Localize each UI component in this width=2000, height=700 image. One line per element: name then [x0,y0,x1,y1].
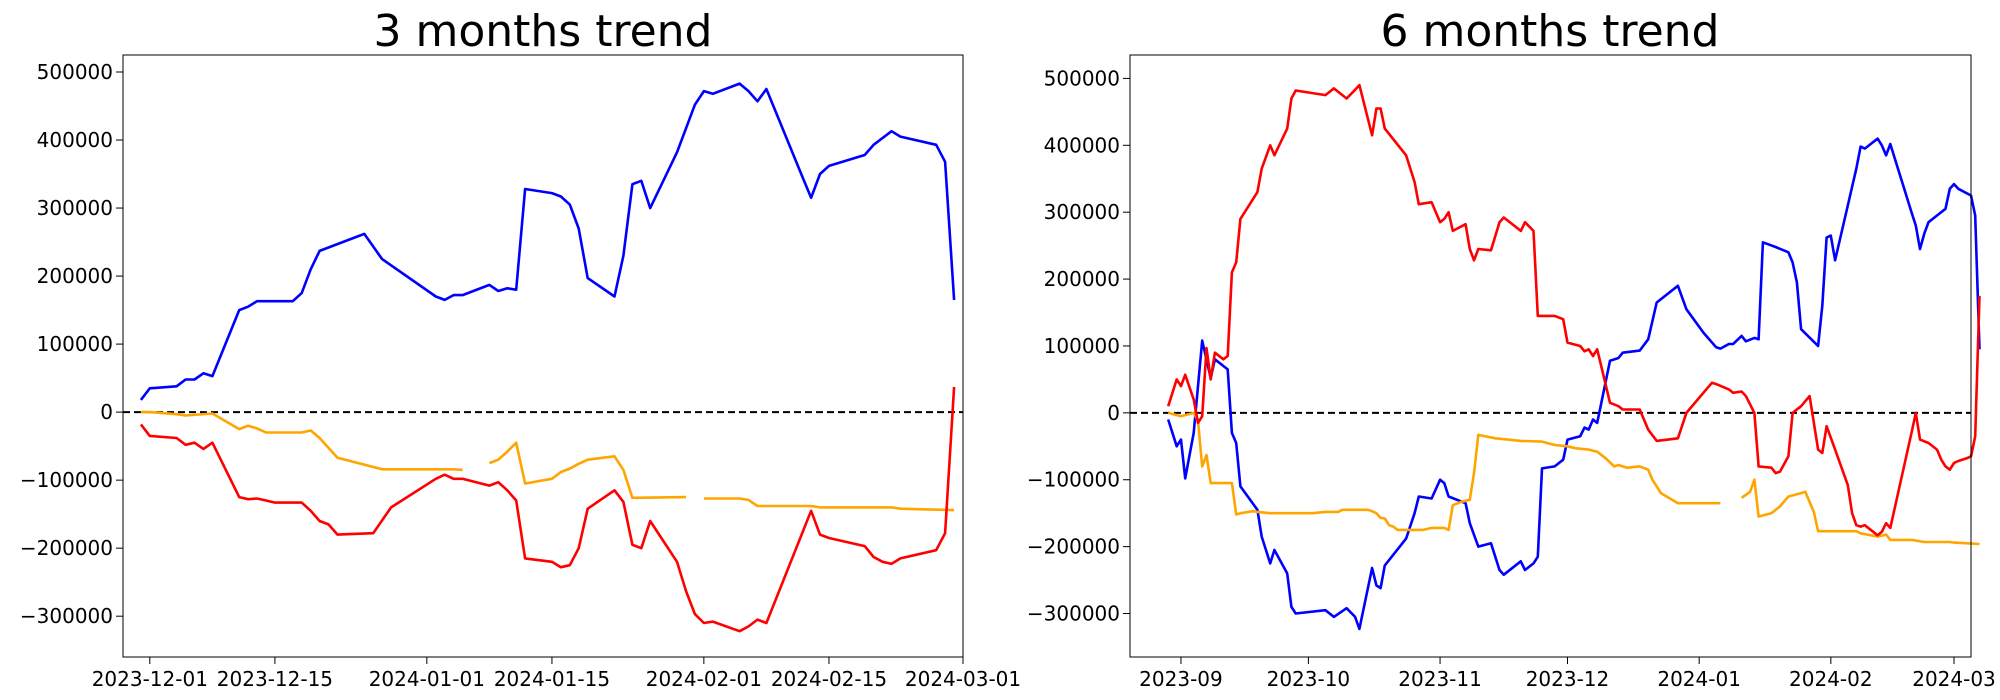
chart-title: 6 months trend [1381,6,1720,57]
x-tick-label: 2024-03 [1912,667,1996,691]
y-tick-label: −200000 [20,536,113,560]
plot-frame [1129,54,1972,658]
x-tick-label: 2023-12 [1526,667,1610,691]
x-tick-label: 2023-12-15 [217,667,333,691]
x-tick-label: 2024-02-01 [646,667,762,691]
x-tick-label: 2023-12-01 [92,667,208,691]
series-line-1-segment-0 [1167,411,1721,532]
y-tick-label: −300000 [1027,602,1120,626]
x-tick-label: 2024-01-01 [369,667,485,691]
y-tick-label: 0 [1107,401,1120,425]
x-tick-label: 2023-09 [1139,667,1223,691]
series-line-1-segment-2 [703,497,955,512]
chart-marks: −300000 −200000 −100000 0 100000 200000 300000… [20,60,1021,691]
x-tick-label: 2024-02-15 [771,667,887,691]
series-line-2-segment-0 [1166,83,1981,537]
y-tick-label: 100000 [37,332,113,356]
x-tick-label: 2024-01 [1657,667,1741,691]
y-tick-label: 500000 [37,60,113,84]
y-tick-label: −300000 [20,604,113,628]
series-line-2-segment-0 [139,386,956,633]
series-line-0-segment-0 [1166,137,1981,631]
y-tick-label: 200000 [37,264,113,288]
y-tick-label: 300000 [1044,200,1120,224]
x-tick-label: 2023-10 [1267,667,1351,691]
series-line-0-segment-0 [139,82,956,401]
y-tick-label: 400000 [1044,133,1120,157]
chart-3-months: 3 months trend −300000 −200000 −100000 0 100… [20,6,1021,691]
series-line-1-segment-0 [140,410,463,472]
series-line-1-segment-1 [1740,478,1980,546]
y-tick-label: −100000 [1027,468,1120,492]
x-tick-label: 2023-11 [1398,667,1482,691]
y-tick-label: 200000 [1044,267,1120,291]
plot-frame [122,54,964,658]
chart-marks: −300000 −200000 −100000 0 100000 200000 300000… [1027,66,1996,691]
x-tick-label: 2024-03-01 [905,667,1021,691]
y-tick-label: 500000 [1044,66,1120,90]
x-tick-label: 2024-01-15 [494,667,610,691]
chart-title: 3 months trend [374,6,713,57]
y-tick-label: −200000 [1027,535,1120,559]
x-tick-label: 2024-02 [1789,667,1873,691]
chart-6-months: 6 months trend −300000 −200000 −100000 0 100… [1027,6,1996,691]
y-tick-label: 0 [100,400,113,424]
series-line-1-segment-1 [488,441,687,500]
y-tick-label: 300000 [37,196,113,220]
y-tick-label: 400000 [37,128,113,152]
y-tick-label: −100000 [20,468,113,492]
y-tick-label: 100000 [1044,334,1120,358]
